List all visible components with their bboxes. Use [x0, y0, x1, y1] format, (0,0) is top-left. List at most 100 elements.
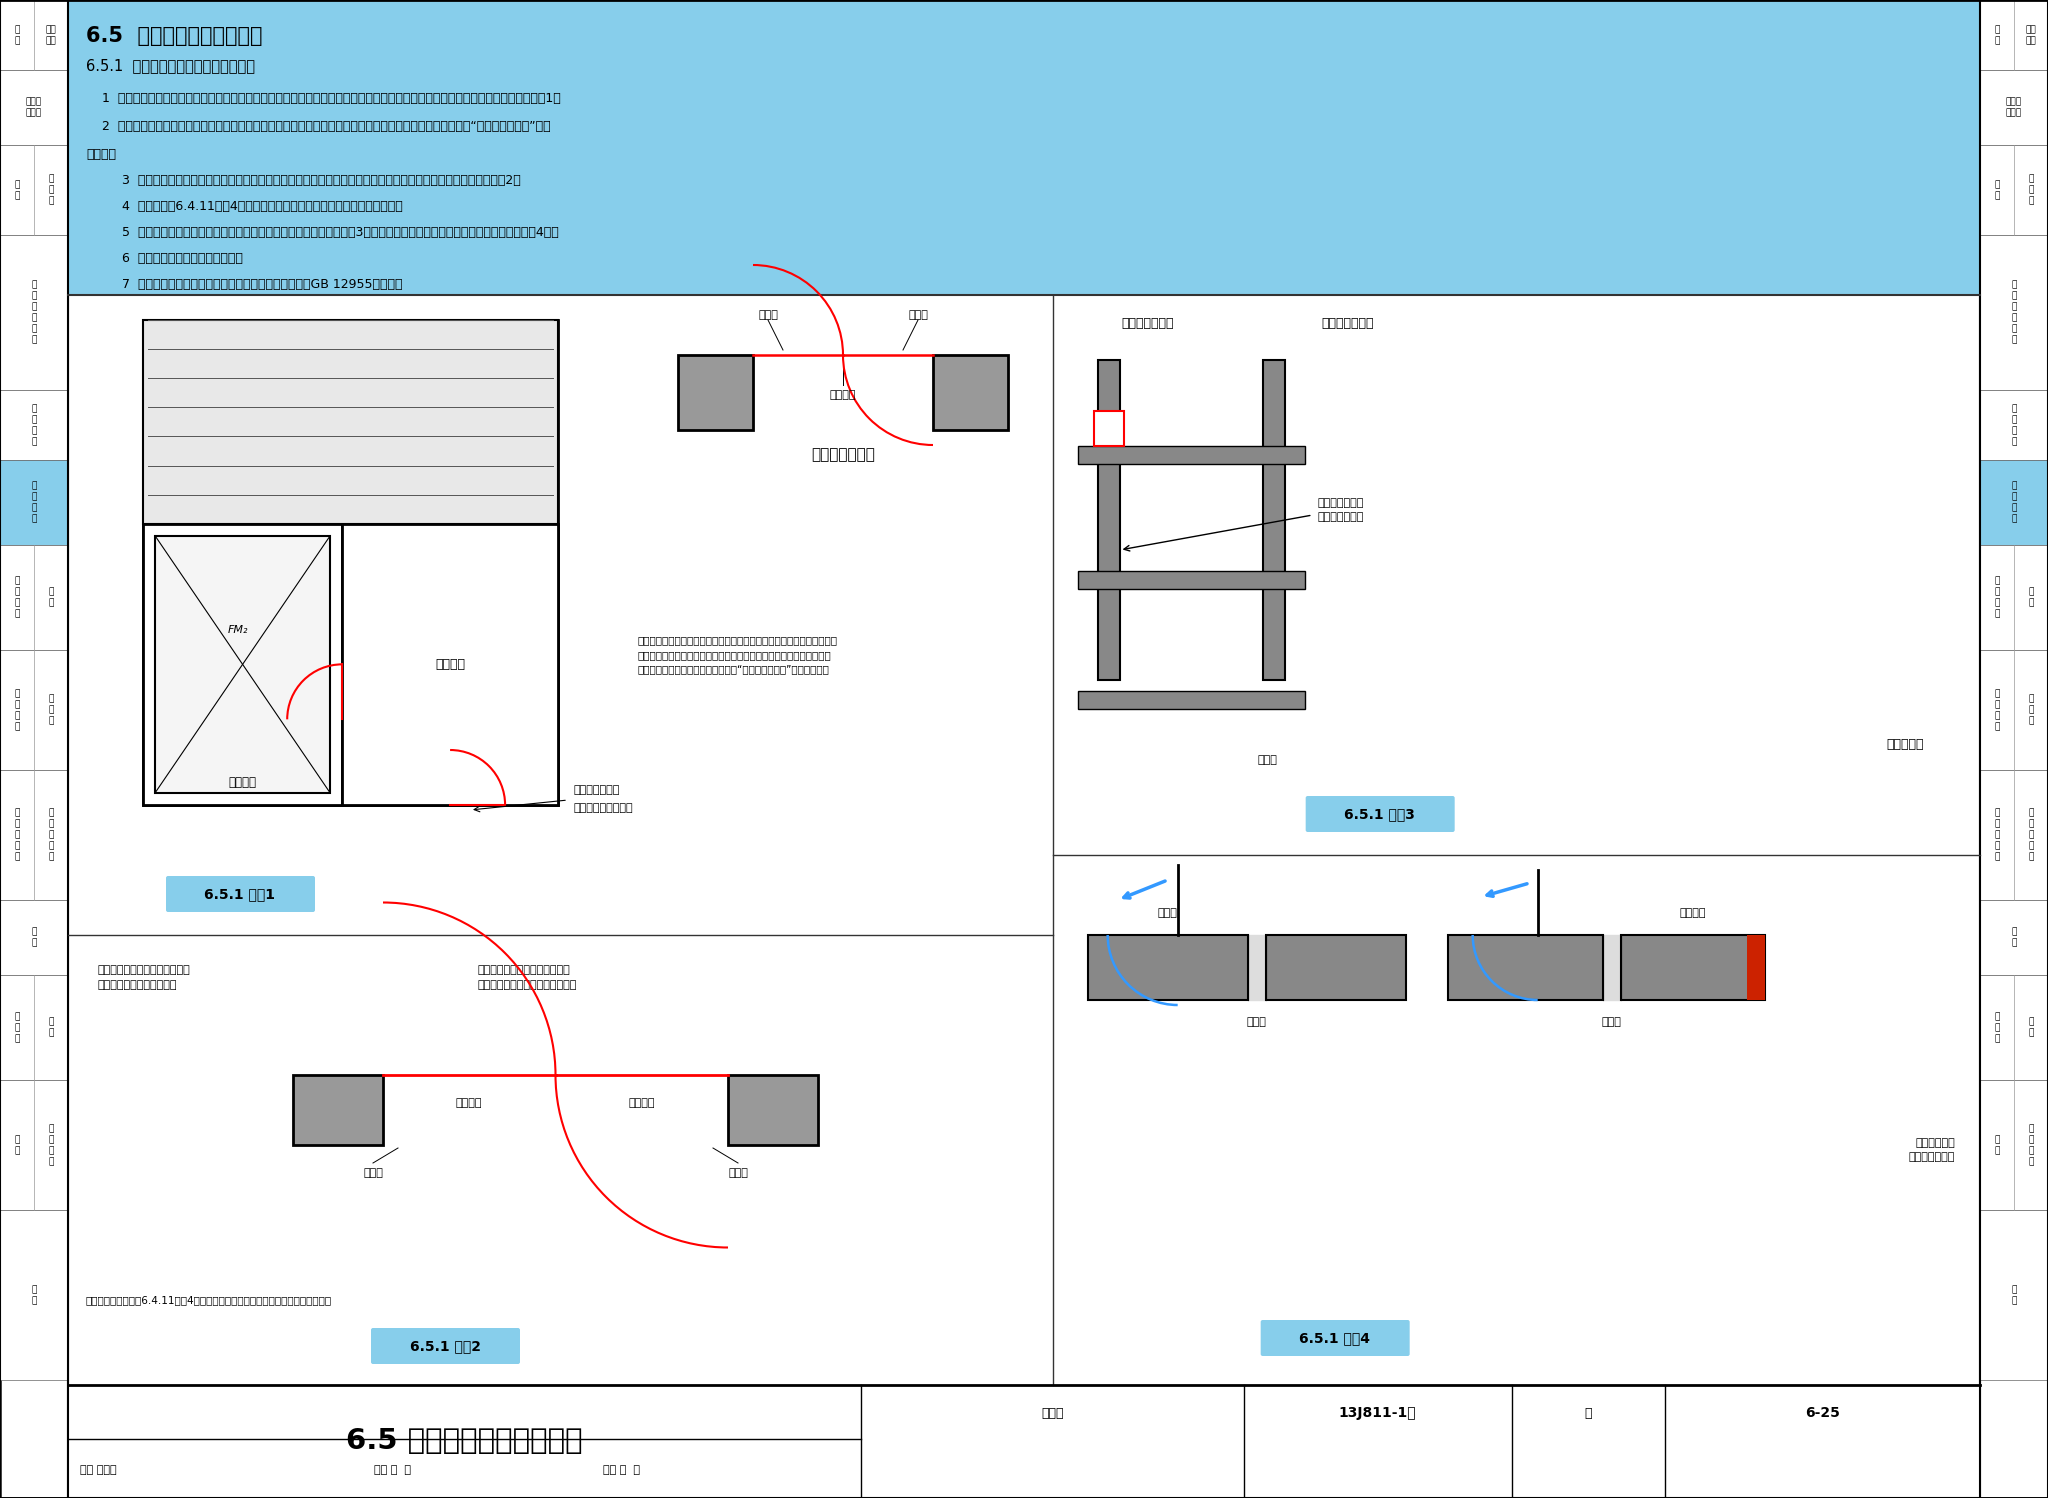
Bar — [0, 770, 68, 900]
Text: 民
用
建
筑: 民 用 建 筑 — [2011, 404, 2017, 446]
Bar — [1087, 935, 1247, 1001]
Text: 建
筑
构
造: 建 筑 构 造 — [2011, 481, 2017, 524]
Bar — [0, 1080, 68, 1210]
Text: 先关闭扇: 先关闭扇 — [457, 1098, 483, 1109]
Bar — [0, 389, 68, 460]
Bar — [1980, 770, 2048, 900]
Text: 4  除本规范的6.4.11条第4款的规定外，防火门应能在其内外两侧手动开启。: 4 除本规范的6.4.11条第4款的规定外，防火门应能在其内外两侧手动开启。 — [86, 201, 403, 213]
Text: 和
仓
库: 和 仓 库 — [49, 174, 53, 205]
Text: 双扇常开防火门: 双扇常开防火门 — [811, 448, 874, 463]
Text: 图集号: 图集号 — [1042, 1407, 1063, 1420]
Text: 和
空
气
调
节: 和 空 气 调 节 — [49, 809, 53, 861]
Text: 校对 林  菁: 校对 林 菁 — [375, 1465, 412, 1474]
Bar — [1266, 935, 1405, 1001]
Text: 示标识。: 示标识。 — [86, 148, 117, 160]
Text: 【注释】常开防火门应能在火灾时自行关闭，并应具有信号反馈的功能。
除允许设置常开防火门的位置外，其他位置的防火门均应采用常闭防火
门。常闭防火门应在其明显位置设: 【注释】常开防火门应能在火灾时自行关闭，并应具有信号反馈的功能。 除允许设置常开… — [639, 635, 838, 674]
Bar — [1077, 691, 1305, 709]
Text: 6.5  防火门、窗和防火卷帘: 6.5 防火门、窗和防火卷帘 — [86, 25, 262, 46]
Bar — [0, 145, 68, 235]
Bar — [0, 0, 68, 70]
Text: 13J811-1改: 13J811-1改 — [1339, 1407, 1417, 1420]
Text: 6.5.1  防火门的设置应符合下列规定：: 6.5.1 防火门的设置应符合下列规定： — [86, 58, 256, 73]
Bar — [0, 545, 68, 650]
Text: 变形缝: 变形缝 — [1257, 755, 1278, 765]
Text: 附
录: 附 录 — [2011, 1285, 2017, 1305]
Text: 审核 蔡昭怀: 审核 蔡昭怀 — [80, 1465, 117, 1474]
Bar — [1980, 460, 2048, 545]
Text: 6.5.1 图示3: 6.5.1 图示3 — [1343, 807, 1415, 821]
Text: 1  设置在建筑内经常有人通行处的防火门宜采用常开防火门。常开防火门应能在火灾时自行关闭，并应具有信号反馈的功能。【图示1】: 1 设置在建筑内经常有人通行处的防火门宜采用常开防火门。常开防火门应能在火灾时自… — [86, 91, 561, 105]
Bar — [1077, 571, 1305, 589]
Text: 电磁门吸: 电磁门吸 — [829, 389, 856, 400]
Text: 剖面示意图: 剖面示意图 — [1886, 739, 1923, 752]
Text: 电
气: 电 气 — [31, 927, 37, 948]
FancyBboxPatch shape — [371, 1329, 520, 1365]
Text: 变形缝: 变形缝 — [1602, 1017, 1622, 1028]
Bar — [68, 1386, 1980, 1498]
Text: 合用前室: 合用前室 — [434, 658, 465, 671]
Bar — [1980, 145, 2048, 235]
Bar — [0, 975, 68, 1080]
Bar — [0, 1210, 68, 1380]
Text: 供
暖
、
通
风: 供 暖 、 通 风 — [14, 809, 20, 861]
Text: 双扇防火门应具有按顺序自行关
闭的功能（装设闸门器和顺序器）: 双扇防火门应具有按顺序自行关 闭的功能（装设闸门器和顺序器） — [477, 965, 578, 990]
Bar — [68, 0, 1980, 295]
Text: 设置常开防火门: 设置常开防火门 — [573, 785, 618, 795]
Text: 6.5.1 图示4: 6.5.1 图示4 — [1298, 1332, 1370, 1345]
Text: 闸门器: 闸门器 — [758, 310, 778, 321]
Text: 交
通
階
道: 交 通 階 道 — [2028, 1124, 2034, 1165]
Text: 的
设
置: 的 设 置 — [2028, 695, 2034, 725]
Bar — [342, 524, 557, 804]
Text: 编制
说明: 编制 说明 — [2025, 25, 2036, 45]
Text: 6  防火门关闭后应具有防烟性能。: 6 防火门关闭后应具有防烟性能。 — [86, 252, 244, 265]
Text: 城
市: 城 市 — [1995, 1135, 1999, 1155]
Bar — [1980, 0, 2048, 70]
Bar — [1980, 545, 2048, 650]
Bar — [0, 235, 68, 389]
Bar — [1980, 650, 2048, 770]
Bar — [0, 900, 68, 975]
Text: 木
结
构: 木 结 构 — [1995, 1013, 1999, 1043]
Bar — [143, 321, 557, 524]
Text: 设计 曹  奉: 设计 曹 奉 — [604, 1465, 641, 1474]
Bar — [1094, 410, 1124, 446]
Text: 编制
说明: 编制 说明 — [45, 25, 57, 45]
Text: 2  除允许设置常开防火门的位置外，其他位置的防火门均应采用常闭防火门。常闭防火门应在其明显位置设置“保持防火门关闭”等提: 2 除允许设置常开防火门的位置外，其他位置的防火门均应采用常闭防火门。常闭防火门… — [86, 120, 551, 133]
Text: 木
结
构: 木 结 构 — [14, 1013, 20, 1043]
Text: 建
筑: 建 筑 — [49, 1017, 53, 1038]
Bar — [1077, 446, 1305, 464]
Bar — [1980, 235, 2048, 389]
Text: 6.5.1 图示2: 6.5.1 图示2 — [410, 1339, 481, 1353]
Text: 防火门开启后
不应跨越变形缝: 防火门开启后 不应跨越变形缝 — [1909, 1138, 1956, 1162]
Text: 的
设
置: 的 设 置 — [49, 695, 53, 725]
Text: 灾
火
救
援: 灾 火 救 援 — [14, 577, 20, 619]
Text: 建
筑
构
造: 建 筑 构 造 — [31, 481, 37, 524]
Text: 总术符
则语号: 总术符 则语号 — [27, 97, 43, 117]
Text: 民
用
建
筑: 民 用 建 筑 — [31, 404, 37, 446]
Bar — [1980, 70, 2048, 145]
Bar — [143, 524, 342, 804]
Text: 顺序器: 顺序器 — [727, 1168, 748, 1177]
Text: 7  甲、乙、丙级防火门应符合现行国家标准《防火门》GB 12955的规定。: 7 甲、乙、丙级防火门应符合现行国家标准《防火门》GB 12955的规定。 — [86, 279, 403, 291]
FancyBboxPatch shape — [166, 876, 315, 912]
Bar — [1980, 975, 2048, 1080]
Text: 【注释】除本规范的6.4.11条第4款的规定外，防火门应能在其内外两侧手动开启。: 【注释】除本规范的6.4.11条第4款的规定外，防火门应能在其内外两侧手动开启。 — [86, 1294, 332, 1305]
Text: 闸门器: 闸门器 — [362, 1168, 383, 1177]
Text: 灾
火
救
援: 灾 火 救 援 — [1995, 577, 1999, 619]
Bar — [1620, 935, 1765, 1001]
Text: 附
录: 附 录 — [31, 1285, 37, 1305]
Text: 防火门: 防火门 — [1157, 908, 1178, 918]
Text: 甲
乙
丙
闭
建
区: 甲 乙 丙 闭 建 区 — [2011, 280, 2017, 345]
FancyBboxPatch shape — [1307, 795, 1454, 831]
Text: 6.5.1 图示1: 6.5.1 图示1 — [205, 887, 276, 900]
Bar — [143, 321, 557, 804]
Text: 设
施: 设 施 — [49, 587, 53, 608]
Bar — [0, 650, 68, 770]
Text: 目
录: 目 录 — [14, 25, 20, 45]
Text: 建
筑: 建 筑 — [2028, 1017, 2034, 1038]
Bar — [1098, 360, 1120, 680]
Text: 电
气: 电 气 — [2011, 927, 2017, 948]
Text: 供
暖
、
通
风: 供 暖 、 通 风 — [1995, 809, 1999, 861]
Bar — [934, 355, 1008, 430]
Bar — [1980, 1210, 2048, 1380]
